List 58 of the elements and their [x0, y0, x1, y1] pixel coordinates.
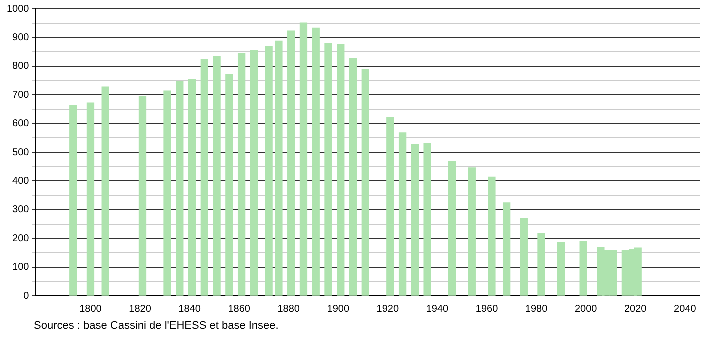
x-tick-label: 2000	[574, 304, 598, 315]
y-tick-label: 800	[12, 61, 30, 72]
y-tick-label: 200	[12, 233, 30, 244]
x-tick-label: 1840	[178, 304, 202, 315]
bar	[448, 161, 456, 296]
bar	[176, 81, 184, 296]
bar	[324, 43, 332, 296]
bar	[411, 144, 420, 296]
bar	[102, 86, 110, 296]
x-tick-label: 1820	[129, 304, 152, 315]
x-tick-label: 1980	[525, 304, 548, 315]
bar	[468, 168, 476, 296]
x-tick-label: 1900	[327, 304, 350, 315]
bar	[213, 56, 221, 296]
bar	[138, 96, 147, 296]
bar	[188, 78, 196, 296]
bar	[70, 105, 78, 296]
x-tick-label: 2040	[674, 304, 697, 315]
bar	[538, 233, 546, 296]
y-tick-label: 500	[12, 147, 30, 158]
x-tick-label: 2020	[624, 304, 648, 315]
y-tick-label: 300	[12, 204, 30, 216]
bar	[238, 53, 246, 296]
y-tick-label: 400	[12, 176, 30, 187]
bar	[580, 241, 588, 296]
bar	[226, 74, 234, 296]
bar	[288, 30, 296, 296]
y-tick-label: 1000	[6, 4, 30, 15]
x-tick-label: 1880	[278, 304, 300, 315]
bar	[275, 40, 283, 296]
x-tick-label: 1860	[228, 304, 251, 315]
x-tick-label: 1960	[476, 304, 499, 315]
bar	[312, 28, 320, 296]
y-tick-label: 900	[12, 32, 30, 44]
bar	[337, 44, 345, 296]
x-tick-label: 1800	[80, 304, 102, 315]
bar	[424, 143, 432, 296]
x-tick-label: 1940	[426, 304, 450, 315]
y-tick-label: 0	[24, 290, 30, 302]
bar	[250, 50, 258, 296]
y-tick-label: 700	[12, 90, 30, 101]
bar	[265, 46, 273, 296]
source-note: Sources : base Cassini de l'EHESS et base Insee.	[34, 320, 279, 332]
bar	[200, 59, 208, 296]
y-tick-label: 100	[12, 262, 30, 274]
bar	[349, 58, 358, 296]
bar	[398, 132, 407, 296]
bar	[386, 117, 394, 296]
y-tick-label: 600	[12, 118, 30, 130]
x-tick-label: 1920	[376, 304, 400, 315]
bar	[362, 68, 370, 296]
bar	[502, 202, 511, 296]
bar	[164, 90, 172, 296]
bar	[488, 176, 496, 296]
bar	[520, 218, 528, 296]
bar	[86, 102, 95, 296]
bar	[300, 22, 308, 296]
bar	[557, 242, 566, 296]
